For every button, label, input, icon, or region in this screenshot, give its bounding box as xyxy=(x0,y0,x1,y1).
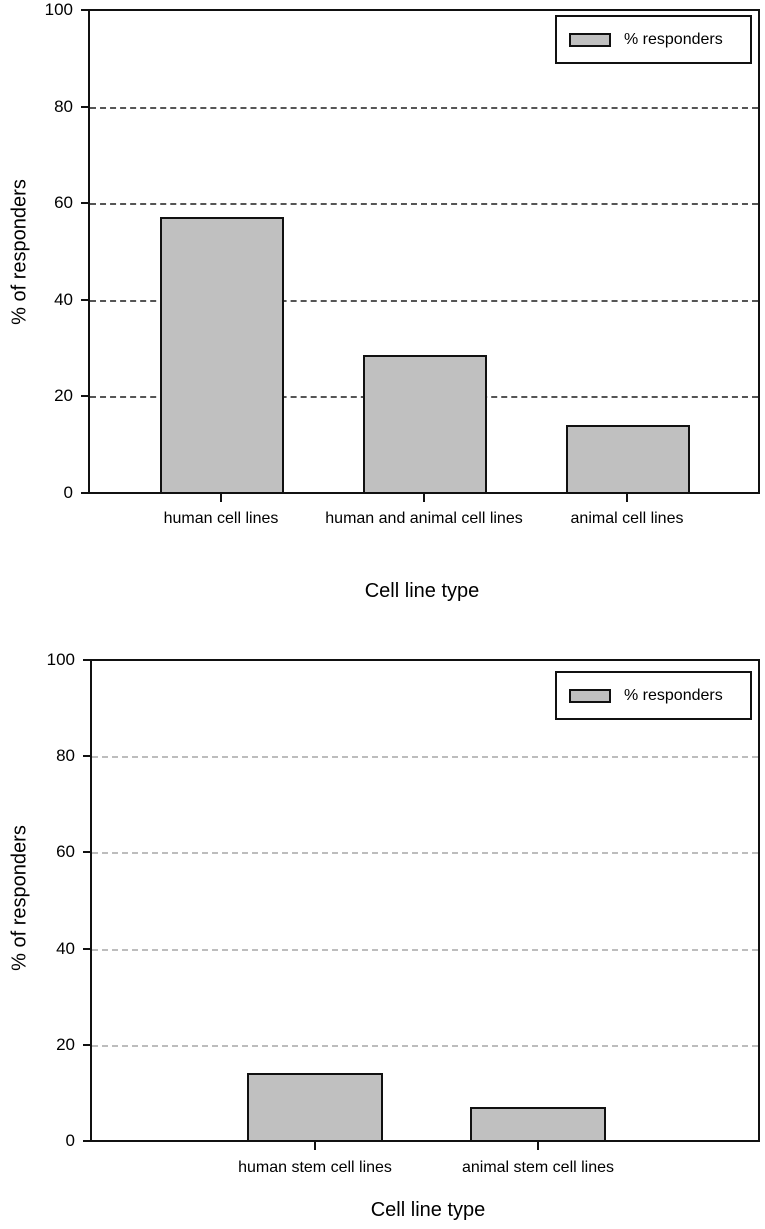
x-tick xyxy=(626,494,628,502)
plot-area: % responders xyxy=(88,9,760,494)
legend: % responders xyxy=(555,671,752,720)
y-tick xyxy=(83,1140,91,1142)
y-tick xyxy=(83,1044,91,1046)
gridline-40 xyxy=(90,300,758,302)
gridline-60 xyxy=(92,852,758,854)
y-tick-label: 80 xyxy=(56,746,75,765)
y-tick xyxy=(81,492,89,494)
legend-label: % responders xyxy=(624,686,723,704)
legend: % responders xyxy=(555,15,752,64)
y-tick xyxy=(81,299,89,301)
y-tick-label: 60 xyxy=(54,193,73,212)
x-tick xyxy=(423,494,425,502)
gridline-80 xyxy=(90,107,758,109)
y-axis-title: % of responders xyxy=(8,825,31,971)
y-tick-label: 40 xyxy=(54,290,73,309)
y-tick xyxy=(81,9,89,11)
bar-human-and-animal-cell-lines xyxy=(363,355,487,494)
y-tick xyxy=(83,659,91,661)
y-tick-label: 0 xyxy=(65,1131,75,1150)
y-tick-label: 0 xyxy=(63,483,73,502)
gridline-20 xyxy=(92,1045,758,1047)
gridline-80 xyxy=(92,756,758,758)
y-tick-label: 100 xyxy=(44,0,73,19)
plot-area: % responders xyxy=(90,659,760,1142)
x-category-label: human and animal cell lines xyxy=(325,510,523,527)
y-tick-label: 40 xyxy=(56,939,75,958)
legend-swatch xyxy=(569,688,611,703)
legend-swatch xyxy=(569,32,611,47)
x-tick xyxy=(537,1142,539,1150)
bar-animal-cell-lines xyxy=(566,425,690,494)
bar-animal-stem-cell-lines xyxy=(470,1107,606,1142)
y-tick xyxy=(81,395,89,397)
legend-label: % responders xyxy=(624,30,723,48)
gridline-60 xyxy=(90,203,758,205)
bar-human-cell-lines xyxy=(160,217,284,494)
y-tick xyxy=(81,202,89,204)
bar-human-stem-cell-lines xyxy=(247,1073,383,1142)
y-tick-label: 60 xyxy=(56,842,75,861)
gridline-40 xyxy=(92,949,758,951)
x-category-label: human stem cell lines xyxy=(238,1159,392,1176)
y-tick-label: 20 xyxy=(54,386,73,405)
x-category-label: animal stem cell lines xyxy=(461,1159,615,1176)
x-category-label: human cell lines xyxy=(163,510,279,527)
y-tick xyxy=(83,755,91,757)
chart-cell-line-type: % of responders 100 80 60 40 20 0 % resp… xyxy=(9,0,760,602)
y-tick xyxy=(81,106,89,108)
y-tick xyxy=(83,948,91,950)
y-tick-label: 20 xyxy=(56,1035,75,1054)
x-category-label: animal cell lines xyxy=(570,510,684,527)
x-axis-title: Cell line type xyxy=(370,1199,486,1221)
y-tick-label: 100 xyxy=(46,650,75,669)
x-tick xyxy=(314,1142,316,1150)
x-axis-title: Cell line type xyxy=(364,580,480,602)
y-tick-label: 80 xyxy=(54,97,73,116)
x-tick xyxy=(220,494,222,502)
y-tick xyxy=(83,851,91,853)
